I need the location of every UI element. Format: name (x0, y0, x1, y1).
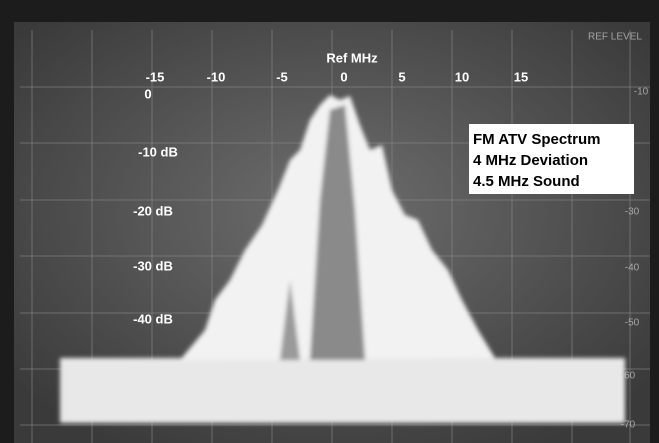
spectrum-trace (60, 95, 625, 423)
x-label: -5 (276, 69, 288, 84)
x-label: 10 (455, 69, 469, 84)
x-label: 15 (514, 69, 528, 84)
right-label: -60 (621, 371, 636, 382)
y-label: -30 dB (133, 258, 173, 273)
right-label: -40 (625, 263, 640, 274)
right-label: -30 (625, 207, 640, 218)
y-label: -10 dB (138, 144, 178, 159)
right-label: -70 (621, 420, 636, 431)
x-label: -10 (207, 69, 226, 84)
info-line: 4 MHz Deviation (473, 152, 588, 169)
right-label: -50 (625, 318, 640, 329)
axis-title: Ref MHz (326, 50, 378, 65)
info-box (469, 124, 634, 194)
y-label: -40 dB (133, 311, 173, 326)
info-line: 4.5 MHz Sound (473, 173, 580, 190)
y-label: -20 dB (133, 203, 173, 218)
ref-level: REF LEVEL (588, 32, 642, 43)
y-label: 0 (144, 86, 151, 101)
x-label: 5 (398, 69, 405, 84)
right-label: -10 (634, 87, 649, 98)
x-label: 0 (340, 69, 347, 84)
info-line: FM ATV Spectrum (473, 131, 601, 148)
x-label: -15 (146, 69, 165, 84)
